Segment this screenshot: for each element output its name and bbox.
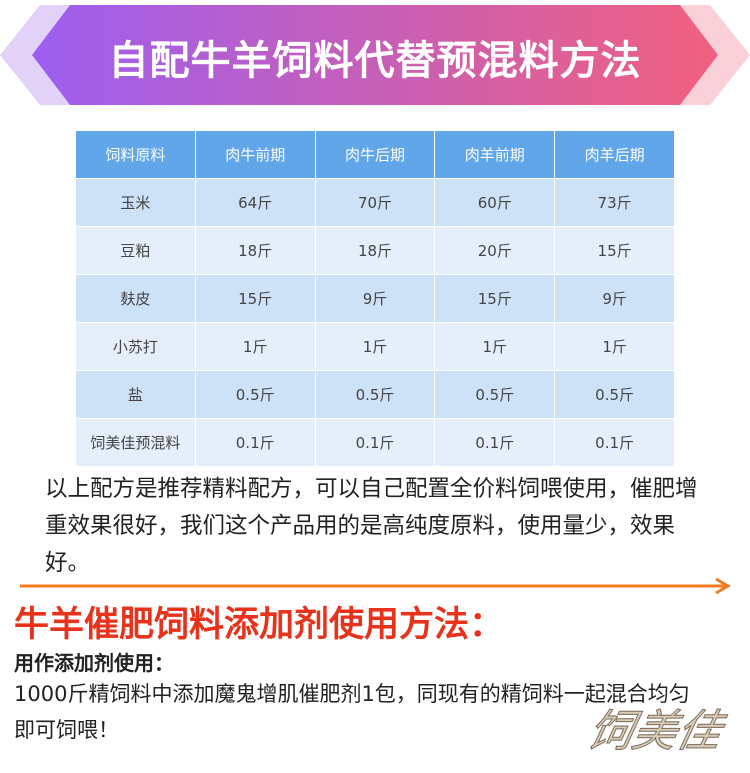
table-row: 玉米 64斤 70斤 60斤 73斤 [75, 178, 675, 227]
table-cell: 0.5斤 [314, 370, 436, 419]
table-cell: 60斤 [434, 178, 556, 227]
divider-arrow [20, 577, 731, 595]
table-cell: 70斤 [314, 178, 436, 227]
table-row: 豆粕 18斤 18斤 20斤 15斤 [75, 226, 675, 275]
table-cell: 盐 [75, 370, 196, 419]
section-subtitle: 用作添加剂使用： [14, 651, 174, 675]
table-cell: 15斤 [434, 274, 556, 323]
table-row: 盐 0.5斤 0.5斤 0.5斤 0.5斤 [75, 370, 675, 419]
table-cell: 0.1斤 [194, 418, 316, 467]
banner [0, 5, 750, 105]
header-cell: 饲料原料 [75, 130, 196, 179]
table-cell: 0.1斤 [554, 418, 675, 467]
table-cell: 饲美佳预混料 [75, 418, 196, 467]
table-cell: 18斤 [194, 226, 316, 275]
table-cell: 麸皮 [75, 274, 196, 323]
section-body: 1000斤精饲料中添加魔鬼增肌催肥剂1包，同现有的精饲料一起混合均匀即可饲喂！ [14, 682, 690, 742]
table-cell: 豆粕 [75, 226, 196, 275]
table-cell: 9斤 [314, 274, 436, 323]
table-cell: 0.5斤 [194, 370, 316, 419]
table-cell: 0.1斤 [314, 418, 436, 467]
table-row: 小苏打 1斤 1斤 1斤 1斤 [75, 322, 675, 371]
table-cell: 0.5斤 [554, 370, 675, 419]
table-cell: 9斤 [554, 274, 675, 323]
header-cell: 肉牛后期 [314, 130, 436, 179]
header-cell: 肉羊前期 [434, 130, 556, 179]
table-cell: 1斤 [314, 322, 436, 371]
table-cell: 1斤 [434, 322, 556, 371]
table-cell: 15斤 [194, 274, 316, 323]
table-cell: 0.5斤 [434, 370, 556, 419]
banner-title: 自配牛羊饲料代替预混料方法 [108, 38, 642, 84]
table-row: 麸皮 15斤 9斤 15斤 9斤 [75, 274, 675, 323]
table-cell: 18斤 [314, 226, 436, 275]
header-cell: 肉羊后期 [554, 130, 675, 179]
table-cell: 15斤 [554, 226, 675, 275]
table-cell: 0.1斤 [434, 418, 556, 467]
table-cell: 1斤 [554, 322, 675, 371]
recipe-table: 饲料原料 肉牛前期 肉牛后期 肉羊前期 肉羊后期 玉米 64斤 70斤 60斤 73斤 豆粕 18斤 1… [75, 130, 675, 467]
table-header: 饲料原料 肉牛前期 肉牛后期 肉羊前期 肉羊后期 [75, 130, 675, 179]
table-cell: 小苏打 [75, 322, 196, 371]
section-title: 牛羊催肥饲料添加剂使用方法： [14, 605, 505, 645]
table-cell: 64斤 [194, 178, 316, 227]
table-cell: 玉米 [75, 178, 196, 227]
watermark: 饲美佳 [583, 706, 727, 758]
note: 以上配方是推荐精料配方，可以自己配置全价料饲喂使用，催肥增重效果很好，我们这个产… [45, 476, 698, 576]
table-cell: 20斤 [434, 226, 556, 275]
table-row: 饲美佳预混料 0.1斤 0.1斤 0.1斤 0.1斤 [75, 418, 675, 467]
table-cell: 1斤 [194, 322, 316, 371]
table-cell: 73斤 [554, 178, 675, 227]
header-cell: 肉牛前期 [194, 130, 316, 179]
